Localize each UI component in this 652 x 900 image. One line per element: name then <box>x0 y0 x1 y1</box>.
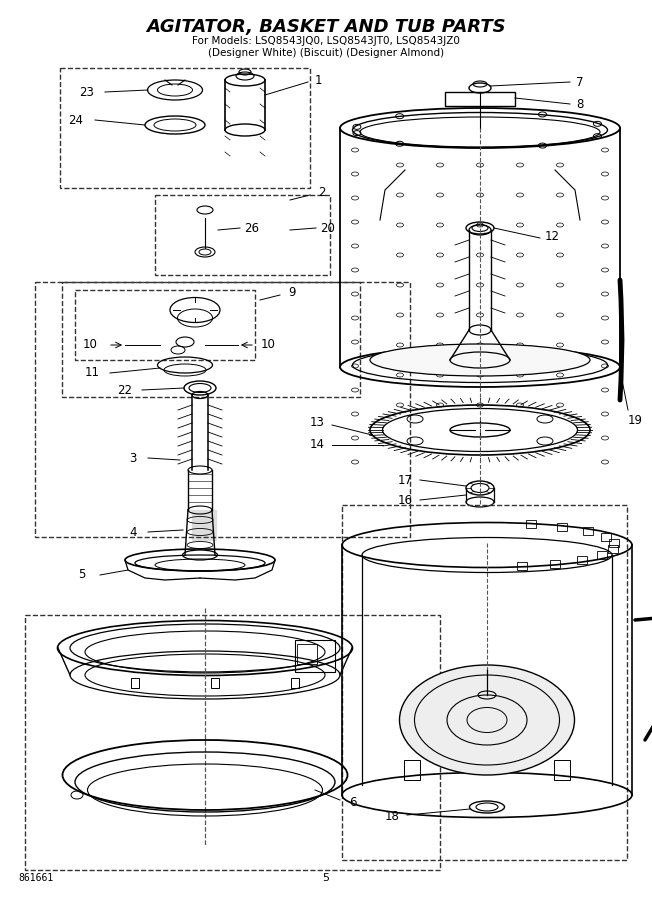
Bar <box>517 562 527 570</box>
Bar <box>583 527 593 536</box>
Bar <box>526 520 536 528</box>
Text: 3: 3 <box>129 452 137 464</box>
Text: 4: 4 <box>129 526 137 538</box>
Text: 18: 18 <box>385 811 400 824</box>
Text: 10: 10 <box>83 338 97 352</box>
Text: 6: 6 <box>349 796 357 808</box>
Text: 24: 24 <box>68 113 83 127</box>
Bar <box>35 282 410 537</box>
Text: 23: 23 <box>80 86 95 98</box>
Bar <box>295 640 335 672</box>
Bar <box>297 644 317 664</box>
Bar <box>554 760 570 780</box>
Bar <box>600 533 611 541</box>
Bar <box>404 760 420 780</box>
Bar <box>155 195 330 275</box>
Text: 9: 9 <box>288 286 296 300</box>
Bar <box>342 505 627 860</box>
Bar <box>25 615 440 870</box>
Bar <box>610 539 619 546</box>
Polygon shape <box>188 510 216 540</box>
Text: For Models: LSQ8543JQ0, LSQ8543JT0, LSQ8543JZ0: For Models: LSQ8543JQ0, LSQ8543JT0, LSQ8… <box>192 36 460 46</box>
Text: 22: 22 <box>117 383 132 397</box>
Bar <box>557 523 567 531</box>
Text: 19: 19 <box>627 413 642 427</box>
Bar <box>131 678 139 688</box>
Bar <box>577 555 587 563</box>
Text: 8: 8 <box>576 97 584 111</box>
Text: 14: 14 <box>310 438 325 452</box>
Text: 5: 5 <box>323 873 329 883</box>
Bar <box>60 68 310 188</box>
Text: 1: 1 <box>314 74 321 86</box>
Text: 13: 13 <box>310 417 325 429</box>
Bar <box>597 551 607 559</box>
Text: 7: 7 <box>576 76 584 88</box>
Text: 16: 16 <box>398 493 413 507</box>
Text: 2: 2 <box>318 186 326 200</box>
Text: 11: 11 <box>85 366 100 380</box>
Text: 26: 26 <box>244 221 259 235</box>
Bar <box>62 282 360 397</box>
Bar <box>75 290 255 360</box>
Text: 861661: 861661 <box>18 873 53 883</box>
Text: 10: 10 <box>261 338 275 352</box>
Bar <box>291 678 299 688</box>
Bar <box>211 678 219 688</box>
Bar <box>550 560 560 568</box>
Text: 12: 12 <box>544 230 559 244</box>
Bar <box>445 92 515 106</box>
Ellipse shape <box>400 665 574 775</box>
Text: 17: 17 <box>398 473 413 487</box>
Text: 20: 20 <box>321 221 335 235</box>
Text: AGITATOR, BASKET AND TUB PARTS: AGITATOR, BASKET AND TUB PARTS <box>146 18 506 36</box>
Ellipse shape <box>370 344 590 376</box>
Text: 5: 5 <box>78 569 85 581</box>
Bar <box>608 544 618 553</box>
Text: (Designer White) (Biscuit) (Designer Almond): (Designer White) (Biscuit) (Designer Alm… <box>208 48 444 58</box>
